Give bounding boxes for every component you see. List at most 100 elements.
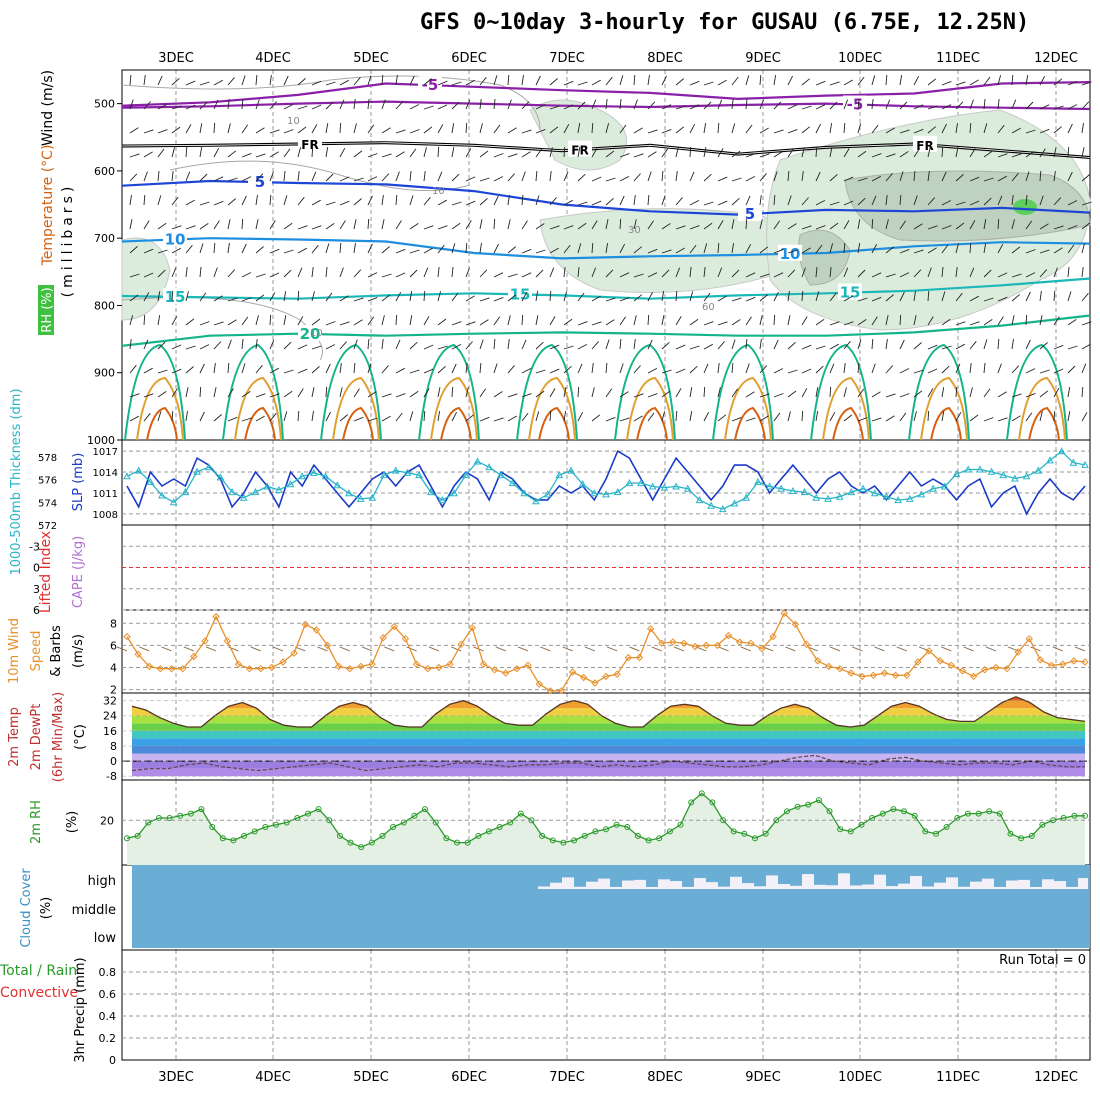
wind-barb — [633, 294, 643, 302]
wind-barb — [157, 171, 160, 182]
wind-speed-point — [178, 664, 187, 673]
wind-barb — [521, 272, 532, 278]
wind-barb — [983, 99, 986, 110]
wind-speed-point — [234, 660, 243, 668]
wind-barb — [1081, 267, 1084, 278]
wind-barb — [801, 147, 805, 158]
wind-barb — [675, 247, 685, 254]
cloud-bar — [574, 865, 586, 887]
wind-barb — [353, 123, 357, 134]
temperature-contour-line — [920, 376, 968, 441]
wind-barb — [843, 295, 853, 302]
wind-barb — [661, 341, 670, 350]
wind-barb — [661, 291, 665, 302]
wind-barb — [605, 197, 614, 206]
wind-barb — [451, 201, 462, 206]
wind-barb — [311, 199, 321, 206]
wind-barb — [521, 129, 532, 134]
thickness-point — [1034, 466, 1043, 474]
bottom-date-label: 11DEC — [936, 1070, 980, 1085]
wind-barb — [787, 249, 798, 254]
wind-speed-point — [268, 663, 276, 672]
wind-barb — [745, 316, 752, 326]
contour-label-bg — [248, 173, 272, 190]
wind-barb — [521, 368, 532, 374]
rh-point — [517, 810, 524, 817]
thickness-point — [695, 496, 704, 504]
thickness-point — [882, 492, 891, 500]
wind-barb — [969, 200, 980, 206]
wind-speed-point — [591, 679, 599, 687]
wind-barb — [227, 339, 232, 350]
bottom-date-label: 10DEC — [838, 1070, 882, 1085]
wind-barb — [983, 123, 988, 134]
wind-barb — [773, 368, 784, 374]
rh-point — [762, 830, 769, 837]
rh-point — [209, 824, 216, 830]
wind-barb — [955, 343, 966, 350]
wind-barb — [997, 316, 1004, 326]
wind-barb — [871, 296, 882, 302]
wind-barb — [899, 194, 902, 206]
wind-barb — [899, 171, 904, 182]
temperature-band — [132, 708, 1085, 716]
rh-point — [475, 832, 482, 839]
wind-barb — [409, 411, 414, 422]
wind-barb — [227, 77, 235, 86]
wind-barb — [675, 171, 678, 182]
wind-barb — [479, 198, 488, 206]
wind-barb — [157, 391, 167, 398]
temperature-contour-line — [121, 237, 1091, 260]
rh-unit-label: (%) — [65, 811, 80, 834]
wind-barb — [213, 321, 224, 326]
wind-barb — [241, 124, 249, 134]
wind-barb — [325, 173, 334, 182]
wind-barb — [1011, 273, 1022, 278]
chart-title: GFS 0~10day 3-hourly for GUSAU (6.75E, 1… — [420, 10, 1030, 35]
wind-barb — [139, 646, 150, 652]
rh-line — [126, 792, 1085, 848]
wind-barb — [885, 195, 888, 206]
run-total-annotation: Run Total = 0 — [999, 953, 1086, 968]
temperature-band — [132, 753, 1085, 762]
wind-barb — [787, 342, 796, 350]
wind-barb — [479, 388, 486, 398]
cloud-bar — [898, 865, 910, 884]
lifted-index-axis-label: Lifted Index — [38, 531, 54, 613]
wind-barb — [283, 195, 288, 206]
wind-barb — [1039, 249, 1050, 254]
temperature-contour-label: 5 — [745, 205, 755, 223]
wind-barb — [339, 200, 350, 206]
wind-barb — [395, 151, 405, 158]
wind-speed-point — [123, 632, 131, 641]
temperature-contour-label: 5 — [255, 173, 265, 191]
wind-barb — [703, 321, 714, 326]
wind-barb — [171, 196, 179, 206]
wind-barb — [997, 417, 1008, 422]
wind-barb — [143, 248, 154, 254]
wind-barb — [857, 269, 866, 278]
wind-barb — [1067, 80, 1078, 86]
rh-point — [964, 810, 971, 817]
thickness-point — [917, 490, 926, 498]
wind-barb — [395, 171, 400, 182]
wind-barb — [409, 341, 418, 350]
wind-barb — [815, 104, 826, 110]
wind-barb — [269, 220, 276, 230]
wind-speed-point — [279, 658, 287, 666]
cloud-bar — [814, 865, 826, 885]
wind-barb — [465, 321, 476, 326]
wind-barb — [619, 417, 630, 422]
rh-point — [571, 837, 578, 844]
bottom-date-label: 3DEC — [158, 1070, 194, 1085]
wind-barb — [129, 415, 140, 422]
wind-barb — [843, 148, 850, 158]
thickness-point — [461, 471, 470, 479]
wind-barb — [283, 170, 286, 182]
wind-barb — [661, 128, 672, 134]
rh-shading — [121, 237, 171, 321]
wind-speed-point — [223, 637, 232, 645]
wind-barb — [563, 411, 567, 422]
rh-point — [549, 837, 556, 844]
wind-barb — [605, 339, 610, 350]
